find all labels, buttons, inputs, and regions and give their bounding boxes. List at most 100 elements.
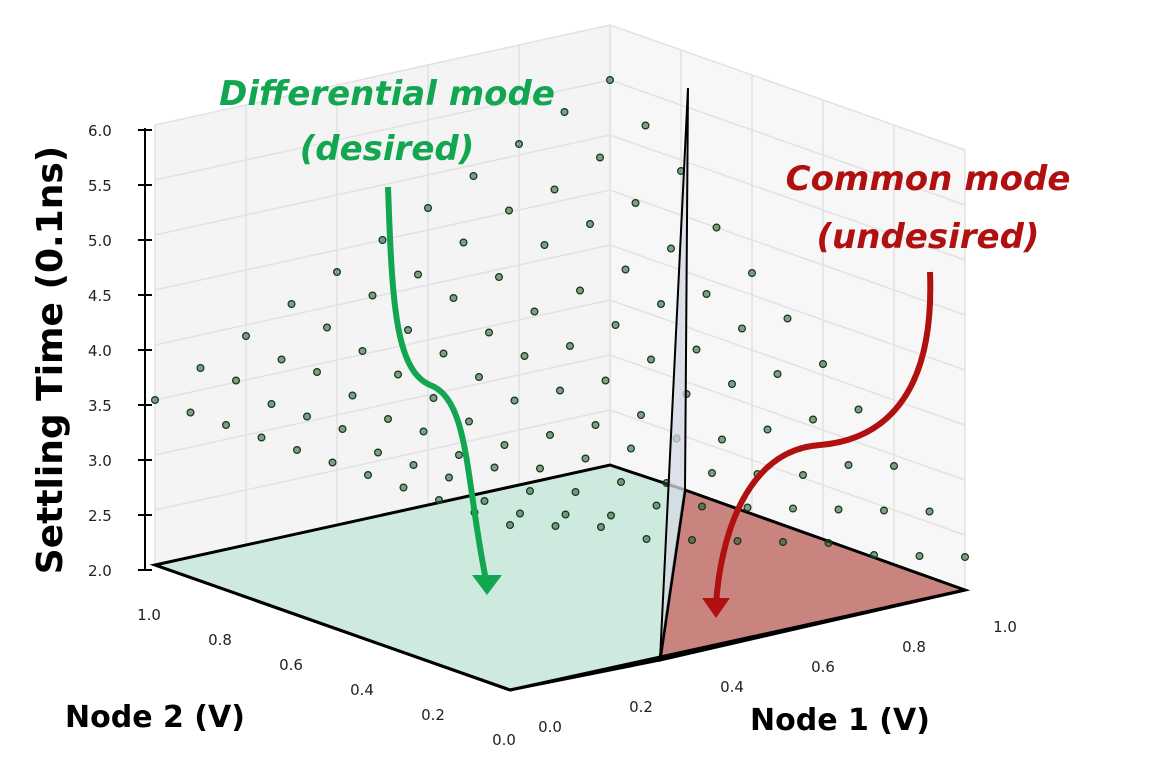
data-point bbox=[500, 441, 509, 450]
z-tick-label: 3.5 bbox=[88, 397, 112, 415]
data-point bbox=[642, 534, 651, 543]
node2-tick-label: 0.2 bbox=[421, 706, 445, 724]
data-point bbox=[399, 483, 408, 492]
data-point bbox=[585, 220, 594, 229]
z-axis-label: Settling Time (0.1ns) bbox=[30, 146, 71, 574]
data-point bbox=[419, 427, 428, 436]
data-point bbox=[783, 314, 792, 323]
data-point bbox=[636, 411, 645, 420]
data-point bbox=[733, 536, 742, 545]
data-point bbox=[151, 396, 160, 405]
data-point bbox=[844, 461, 853, 470]
data-point bbox=[727, 380, 736, 389]
data-point bbox=[621, 265, 630, 274]
common-mode-sublabel: (undesired) bbox=[817, 217, 1040, 257]
data-point bbox=[186, 408, 195, 417]
data-point bbox=[960, 552, 969, 561]
data-point bbox=[601, 376, 610, 385]
data-point bbox=[824, 538, 833, 547]
z-tick-label: 6.0 bbox=[88, 122, 112, 140]
data-point bbox=[323, 323, 332, 332]
data-point bbox=[747, 269, 756, 278]
data-point bbox=[333, 268, 342, 277]
data-point bbox=[459, 238, 468, 247]
data-point bbox=[737, 324, 746, 333]
data-point bbox=[232, 376, 241, 385]
data-point bbox=[778, 537, 787, 546]
z-tick-label: 5.0 bbox=[88, 232, 112, 250]
data-point bbox=[495, 273, 504, 282]
data-point bbox=[514, 140, 523, 149]
data-point bbox=[520, 352, 529, 361]
differential-arrow-head bbox=[472, 575, 502, 595]
data-point bbox=[717, 435, 726, 444]
data-point bbox=[743, 503, 752, 512]
data-point bbox=[692, 345, 701, 354]
data-point bbox=[535, 464, 544, 473]
data-point bbox=[540, 241, 549, 250]
data-point bbox=[510, 396, 519, 405]
common-arrow-head bbox=[702, 598, 730, 618]
y-axis-label: Node 2 (V) bbox=[65, 700, 245, 735]
data-point bbox=[641, 121, 650, 130]
data-point bbox=[565, 342, 574, 351]
data-point bbox=[788, 504, 797, 513]
data-point bbox=[368, 291, 377, 300]
tick-labels: 2.0 2.5 3.0 3.5 4.0 4.5 5.0 5.5 6.0 1.0 0.8 0.6 0.4 0… bbox=[88, 122, 1017, 749]
node2-tick-label: 0.4 bbox=[350, 681, 374, 699]
data-point bbox=[287, 300, 296, 309]
data-point bbox=[257, 433, 266, 442]
node1-tick-label: 0.4 bbox=[720, 678, 744, 696]
differential-mode-sublabel: (desired) bbox=[300, 129, 475, 169]
data-point bbox=[455, 451, 464, 460]
data-point bbox=[475, 373, 484, 382]
z-tick-label: 3.0 bbox=[88, 452, 112, 470]
data-point bbox=[591, 421, 600, 430]
divider-plane bbox=[659, 87, 689, 661]
data-point bbox=[328, 458, 337, 467]
node1-tick-label: 0.8 bbox=[902, 638, 926, 656]
data-point bbox=[707, 469, 716, 478]
node2-tick-label: 1.0 bbox=[137, 606, 161, 624]
data-point bbox=[808, 415, 817, 424]
data-point bbox=[666, 244, 675, 253]
node2-tick-label: 0.0 bbox=[492, 731, 516, 749]
node1-tick-label: 0.0 bbox=[538, 718, 562, 736]
data-point bbox=[560, 107, 569, 116]
data-point bbox=[313, 368, 322, 377]
data-point bbox=[485, 328, 494, 337]
data-point bbox=[267, 400, 276, 409]
data-point bbox=[530, 307, 539, 316]
data-point bbox=[525, 487, 534, 496]
data-point bbox=[879, 506, 888, 515]
data-point bbox=[404, 326, 413, 335]
data-point bbox=[616, 478, 625, 487]
data-point bbox=[435, 496, 444, 505]
common-arrow bbox=[713, 271, 934, 606]
data-point bbox=[656, 300, 665, 309]
data-point bbox=[545, 431, 554, 440]
z-tick-label: 4.0 bbox=[88, 342, 112, 360]
data-point bbox=[378, 236, 387, 245]
data-point bbox=[293, 446, 302, 455]
node1-tick-label: 0.6 bbox=[811, 658, 835, 676]
data-point bbox=[798, 471, 807, 480]
data-point bbox=[763, 425, 772, 434]
data-point bbox=[818, 360, 827, 369]
data-point bbox=[445, 473, 454, 482]
z-tick-label: 2.5 bbox=[88, 507, 112, 525]
data-point bbox=[424, 204, 433, 213]
floor-front-edge bbox=[154, 563, 511, 692]
data-point bbox=[414, 270, 423, 279]
data-point bbox=[581, 454, 590, 463]
z-tick-label: 2.0 bbox=[88, 562, 112, 580]
data-point bbox=[439, 349, 448, 358]
data-point bbox=[303, 412, 312, 421]
node1-tick-label: 0.2 bbox=[629, 698, 653, 716]
z-tick-label: 5.5 bbox=[88, 177, 112, 195]
data-point bbox=[429, 394, 438, 403]
data-point bbox=[646, 355, 655, 364]
data-point bbox=[702, 290, 711, 299]
